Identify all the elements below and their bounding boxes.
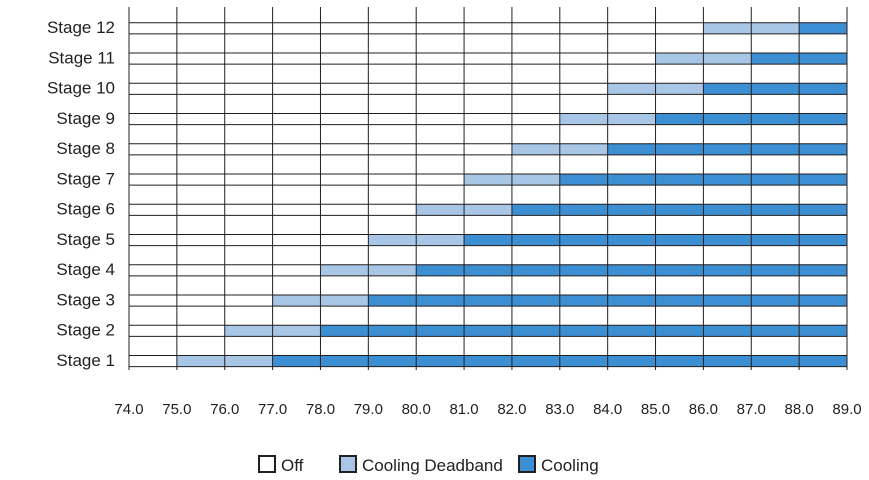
y-tick-label: Stage 10 (47, 79, 115, 98)
x-tick-label: 81.0 (449, 401, 478, 418)
x-tick-label: 84.0 (593, 401, 622, 418)
cooling-bar-stage-8 (607, 143, 847, 155)
cooling-bar-stage-6 (511, 204, 847, 216)
legend-item-off: Off (258, 455, 304, 475)
x-tick-label: 85.0 (641, 401, 670, 418)
x-tick-label: 83.0 (545, 401, 574, 418)
y-tick-label: Stage 5 (56, 230, 115, 249)
y-tick-label: Stage 7 (56, 169, 115, 188)
x-tick-label: 77.0 (258, 401, 287, 418)
x-tick-label: 75.0 (162, 401, 191, 418)
y-tick-label: Stage 8 (56, 139, 115, 158)
legend-swatch (339, 455, 357, 473)
legend: Off Cooling Deadband Cooling (258, 455, 599, 475)
x-tick-label: 87.0 (737, 401, 766, 418)
cooling-bar-stage-12 (799, 22, 847, 34)
cooling-bar-stage-10 (703, 83, 847, 95)
x-tick-label: 74.0 (114, 401, 143, 418)
y-tick-label: Stage 4 (56, 260, 115, 279)
cooling-bar-stage-2 (320, 325, 847, 337)
y-tick-label: Stage 6 (56, 200, 115, 219)
y-tick-label: Stage 2 (56, 321, 115, 340)
x-tick-label: 80.0 (402, 401, 431, 418)
y-tick-label: Stage 1 (56, 351, 115, 370)
legend-swatch (518, 455, 536, 473)
legend-label: Cooling (541, 456, 599, 475)
x-tick-label: 76.0 (210, 401, 239, 418)
x-tick-label: 89.0 (832, 401, 861, 418)
x-tick-label: 86.0 (689, 401, 718, 418)
grid-layer (128, 7, 848, 370)
legend-item-cooling-deadband: Cooling Deadband (339, 455, 503, 475)
cooling-bar-stage-4 (416, 264, 847, 276)
x-tick-label: 82.0 (497, 401, 526, 418)
labels-layer: Stage 12 Stage 11 Stage 10 Stage 9 Stage 8 St… (47, 18, 862, 418)
legend-item-cooling: Cooling (518, 455, 599, 475)
y-tick-label: Stage 3 (56, 290, 115, 309)
legend-label: Cooling Deadband (362, 456, 503, 475)
legend-label: Off (281, 456, 304, 475)
x-tick-label: 88.0 (785, 401, 814, 418)
y-tick-label: Stage 9 (56, 109, 115, 128)
y-tick-label: Stage 12 (47, 18, 115, 37)
x-tick-label: 79.0 (354, 401, 383, 418)
y-tick-label: Stage 11 (48, 48, 115, 67)
x-tick-label: 78.0 (306, 401, 335, 418)
legend-swatch (258, 455, 276, 473)
